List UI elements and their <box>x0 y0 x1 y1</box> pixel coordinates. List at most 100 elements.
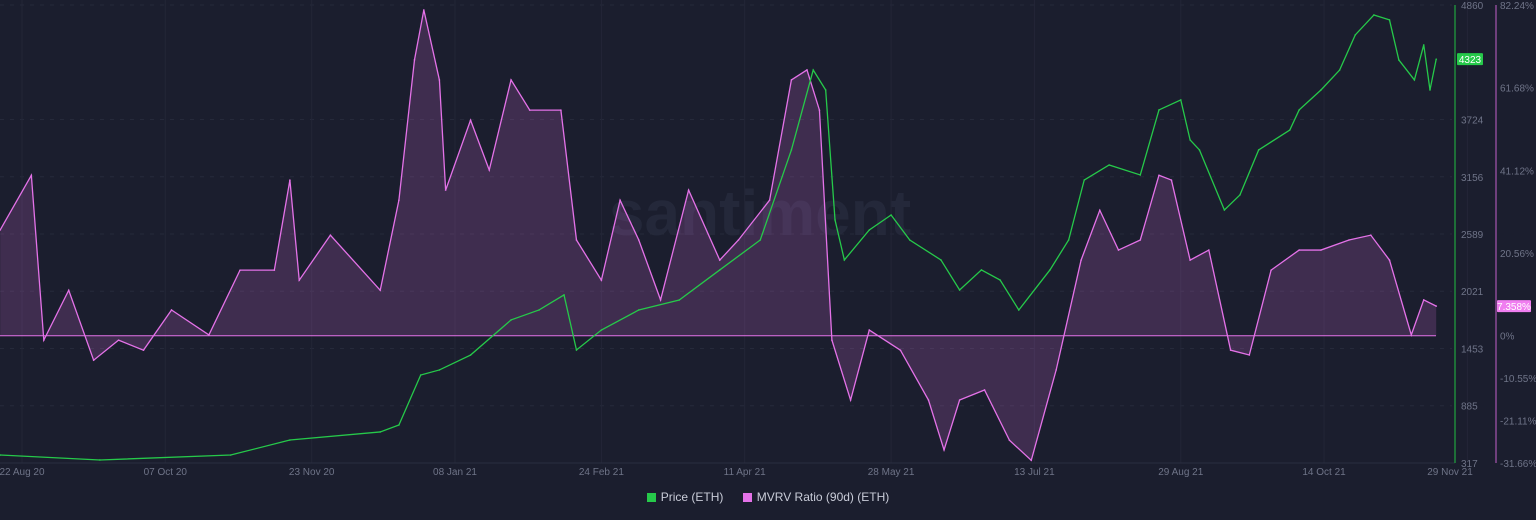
mvrv-data-point <box>208 334 210 336</box>
mvrv-data-point <box>1229 349 1232 351</box>
price-data-point <box>379 431 382 433</box>
mvrv-data-point <box>239 269 241 271</box>
x-tick-label: 14 Oct 21 <box>1302 467 1346 478</box>
price-data-point <box>908 239 911 241</box>
price-data-point <box>1083 179 1086 181</box>
mvrv-data-point <box>1008 439 1011 442</box>
price-data-point <box>1413 79 1416 81</box>
price-data-point <box>1373 14 1375 16</box>
price-data-point <box>940 259 942 261</box>
mvrv-data-point <box>849 399 852 401</box>
price-tick-label: 317 <box>1461 459 1478 470</box>
mvrv-data-point <box>619 199 621 201</box>
price-tick-label: 4860 <box>1461 1 1484 12</box>
price-data-point <box>1429 89 1431 91</box>
price-data-point <box>419 374 422 376</box>
legend: Price (ETH) MVRV Ratio (90d) (ETH) <box>0 490 1536 505</box>
price-current-label: 4323 <box>1459 55 1482 66</box>
legend-item-mvrv[interactable]: MVRV Ratio (90d) (ETH) <box>742 490 890 504</box>
mvrv-data-point <box>831 339 833 341</box>
mvrv-data-point <box>92 359 95 362</box>
mvrv-data-point <box>398 199 400 201</box>
mvrv-area <box>0 9 1437 461</box>
mvrv-data-point <box>1208 249 1210 251</box>
mvrv-data-point <box>1435 305 1438 307</box>
price-data-point <box>1435 58 1438 60</box>
legend-label-mvrv: MVRV Ratio (90d) (ETH) <box>756 490 890 504</box>
price-tick-label: 1453 <box>1461 344 1484 355</box>
price-data-point <box>398 424 400 426</box>
mvrv-current-badge <box>1497 300 1531 313</box>
mvrv-data-point <box>687 189 690 191</box>
price-data-point <box>678 299 681 301</box>
mvrv-data-point <box>379 289 382 292</box>
mvrv-data-point <box>289 179 291 181</box>
price-data-point <box>1320 89 1322 91</box>
mvrv-data-point <box>329 234 332 236</box>
mvrv-data-point <box>983 389 986 391</box>
price-data-point <box>759 239 762 241</box>
price-data-point <box>1257 149 1260 151</box>
mvrv-data-point <box>298 279 301 282</box>
price-data-point <box>1398 59 1400 61</box>
price-tick-label: 3724 <box>1461 116 1484 127</box>
price-current-badge <box>1457 53 1483 66</box>
price-data-point <box>563 294 565 296</box>
mvrv-data-point <box>659 299 662 301</box>
price-data-point <box>438 369 441 371</box>
x-tick-label: 28 May 21 <box>868 467 915 478</box>
mvrv-data-point <box>818 109 821 111</box>
mvrv-data-point <box>528 109 531 111</box>
price-data-point <box>1338 69 1341 71</box>
x-tick-label: 24 Feb 21 <box>579 467 624 478</box>
mvrv-data-point <box>1158 174 1160 177</box>
mvrv-data-point <box>927 399 930 401</box>
mvrv-data-point <box>575 239 578 241</box>
mvrv-data-point <box>0 229 1 231</box>
mvrv-data-point <box>1080 259 1082 261</box>
legend-item-price[interactable]: Price (ETH) <box>646 490 724 504</box>
mvrv-data-point <box>806 69 808 71</box>
price-data-point <box>1067 239 1070 241</box>
mvrv-data-point <box>1139 239 1142 241</box>
mvrv-data-point <box>958 399 961 401</box>
mvrv-data-point <box>1170 179 1173 181</box>
price-data-point <box>99 459 101 461</box>
mvrv-data-point <box>943 449 945 451</box>
mvrv-data-point <box>1410 334 1413 336</box>
price-data-point <box>868 229 871 231</box>
price-data-point <box>575 349 578 351</box>
legend-label-price: Price (ETH) <box>660 490 724 504</box>
mvrv-data-point <box>1298 249 1300 251</box>
price-tick-label: 3156 <box>1461 173 1484 184</box>
price-tick-label: 2021 <box>1461 287 1484 298</box>
price-data-point <box>1422 44 1425 46</box>
mvrv-tick-label: -31.66% <box>1500 459 1536 470</box>
price-data-point <box>890 214 892 216</box>
mvrv-data-point <box>1320 249 1322 251</box>
price-data-point <box>1049 269 1051 271</box>
price-data-point <box>1018 309 1020 311</box>
mvrv-data-point <box>444 189 447 191</box>
x-tick-label: 07 Oct 20 <box>144 467 188 478</box>
price-data-point <box>289 439 291 441</box>
mvrv-data-point <box>637 239 640 241</box>
price-data-point <box>637 309 640 311</box>
price-data-point <box>718 269 721 271</box>
mvrv-data-point <box>1248 354 1251 356</box>
legend-swatch-mvrv <box>742 492 752 502</box>
x-tick-label: 22 Aug 20 <box>0 467 45 478</box>
mvrv-data-point <box>413 59 416 61</box>
x-tick-label: 08 Jan 21 <box>433 467 477 478</box>
price-data-point <box>0 454 1 456</box>
price-data-point <box>1108 164 1110 166</box>
price-data-point <box>790 149 793 151</box>
price-data-point <box>1179 99 1182 101</box>
mvrv-data-point <box>718 259 721 261</box>
mvrv-current-label: 7.358% <box>1497 302 1531 313</box>
mvrv-data-point <box>469 119 472 121</box>
mvrv-data-point <box>1369 234 1372 236</box>
price-data-point <box>958 289 961 291</box>
mvrv-tick-label: 41.12% <box>1500 166 1534 177</box>
